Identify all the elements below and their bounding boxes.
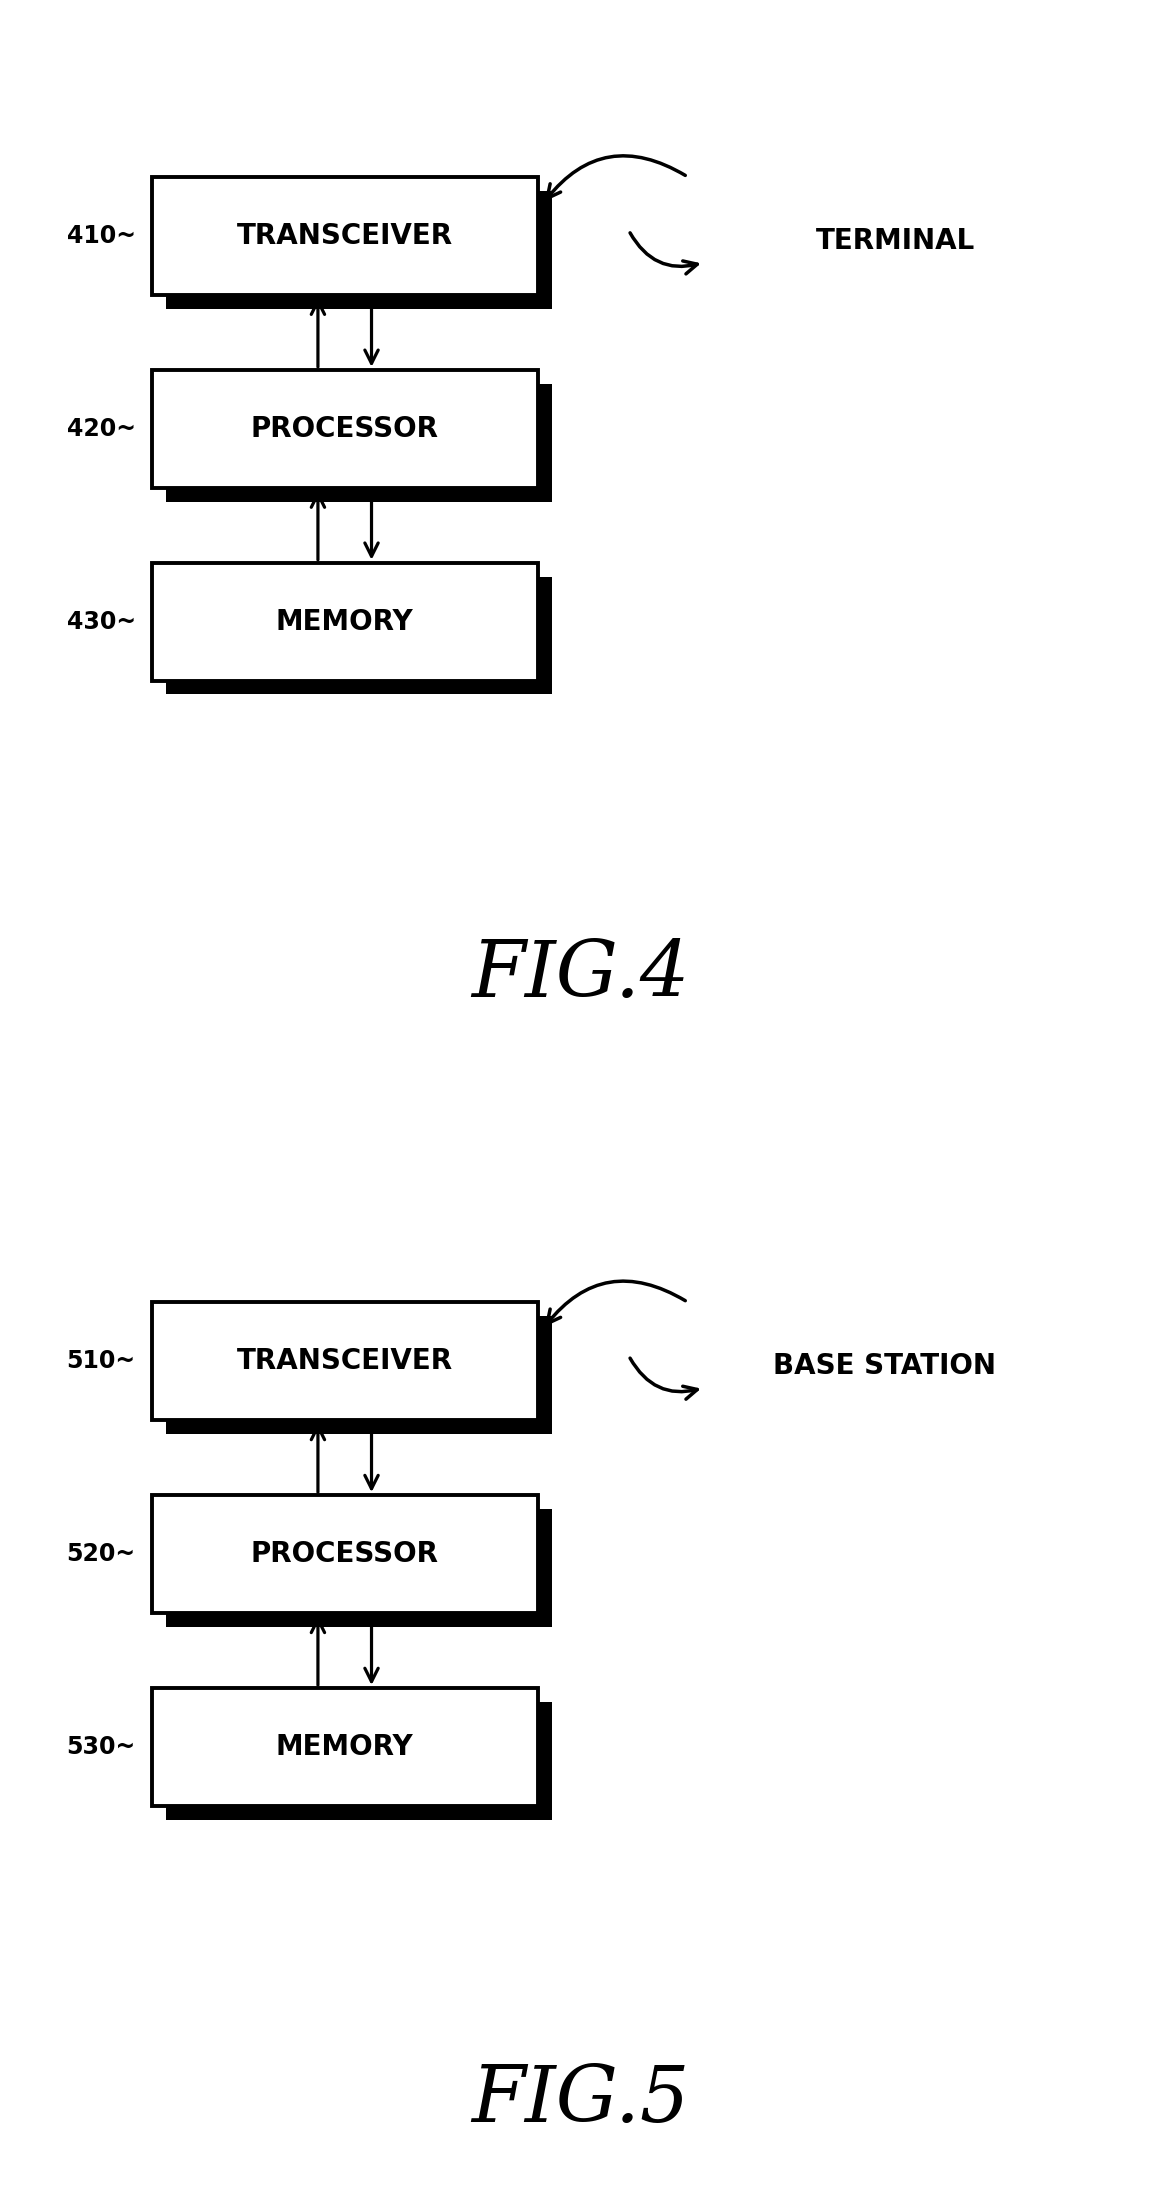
Bar <box>152 369 538 488</box>
Text: 520~: 520~ <box>66 1542 136 1566</box>
Text: 410~: 410~ <box>66 224 136 248</box>
Bar <box>152 1494 538 1613</box>
Text: 430~: 430~ <box>66 609 136 633</box>
Text: 530~: 530~ <box>66 1736 136 1760</box>
Bar <box>166 191 551 308</box>
Bar <box>166 1316 551 1435</box>
Text: TERMINAL: TERMINAL <box>816 226 975 255</box>
Bar <box>152 562 538 681</box>
Text: MEMORY: MEMORY <box>276 1733 413 1760</box>
Text: FIG.4: FIG.4 <box>471 938 690 1013</box>
Bar <box>166 576 551 694</box>
Bar <box>152 1303 538 1419</box>
Text: PROCESSOR: PROCESSOR <box>251 1540 439 1569</box>
Text: 420~: 420~ <box>66 417 136 442</box>
Text: PROCESSOR: PROCESSOR <box>251 415 439 442</box>
Bar <box>166 384 551 501</box>
Text: MEMORY: MEMORY <box>276 609 413 635</box>
Text: FIG.5: FIG.5 <box>471 2063 690 2138</box>
Bar <box>152 1687 538 1806</box>
Text: TRANSCEIVER: TRANSCEIVER <box>237 222 453 250</box>
Text: BASE STATION: BASE STATION <box>773 1353 996 1380</box>
Text: TRANSCEIVER: TRANSCEIVER <box>237 1347 453 1375</box>
Bar <box>166 1509 551 1626</box>
Text: 510~: 510~ <box>66 1349 136 1373</box>
Bar <box>166 1703 551 1819</box>
Bar <box>152 176 538 294</box>
